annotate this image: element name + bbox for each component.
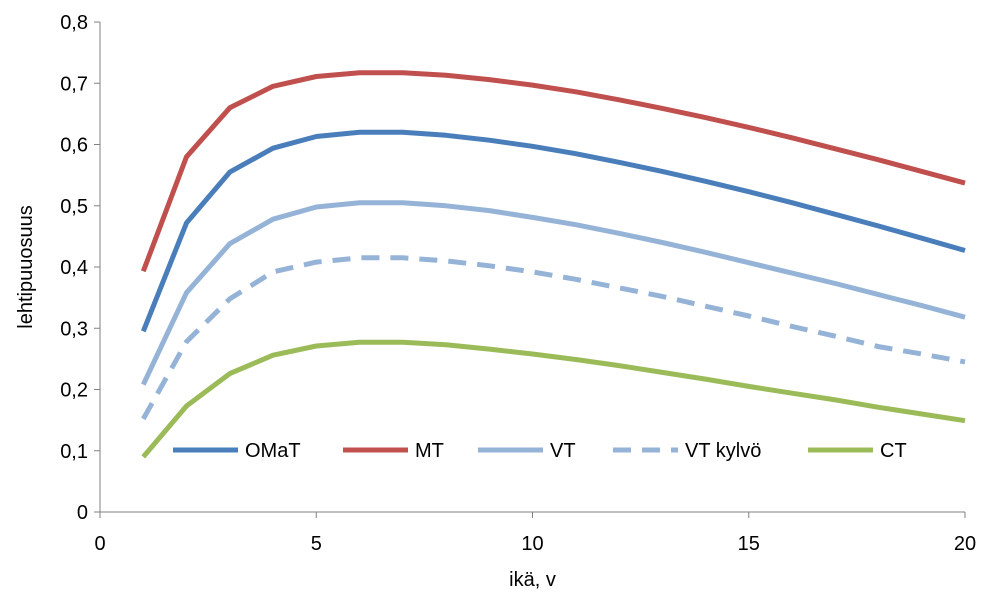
x-axis-title: ikä, v [509, 569, 556, 591]
legend-label: MT [415, 440, 444, 462]
x-axis-ticks: 0 5 10 15 20 [94, 512, 976, 555]
y-tick-label: 0,5 [60, 196, 88, 218]
y-tick-label: 0 [77, 502, 88, 524]
series-layer [140, 70, 966, 459]
y-tick-label: 0,3 [60, 318, 88, 340]
y-tick-label: 0,1 [60, 441, 88, 463]
legend-label: VT [550, 440, 576, 462]
y-tick-label: 0,2 [60, 380, 88, 402]
y-tick-label: 0,8 [60, 12, 88, 34]
x-tick-label: 15 [738, 533, 760, 555]
series-line-mt [140, 70, 966, 273]
legend: OMaT MT VT VT kylvö CT [173, 440, 907, 462]
y-tick-label: 0,6 [60, 135, 88, 157]
x-tick-label: 5 [311, 533, 322, 555]
y-axis-title: lehtipuuosuus [15, 205, 37, 328]
y-tick-label: 0,7 [60, 73, 88, 95]
series-line-vt-kylvö [141, 255, 966, 421]
legend-label: CT [880, 440, 907, 462]
series-line-vt [141, 200, 966, 386]
legend-label: OMaT [245, 440, 301, 462]
legend-label: VT kylvö [685, 440, 761, 462]
x-tick-label: 10 [521, 533, 543, 555]
y-axis-ticks: 0 0,1 0,2 0,3 0,4 0,5 0,6 0,7 0,8 [60, 12, 100, 524]
y-tick-label: 0,4 [60, 257, 88, 279]
x-tick-label: 20 [954, 533, 976, 555]
x-tick-label: 0 [94, 533, 105, 555]
series-line-omat [140, 129, 966, 333]
series-line-ct [141, 339, 966, 459]
